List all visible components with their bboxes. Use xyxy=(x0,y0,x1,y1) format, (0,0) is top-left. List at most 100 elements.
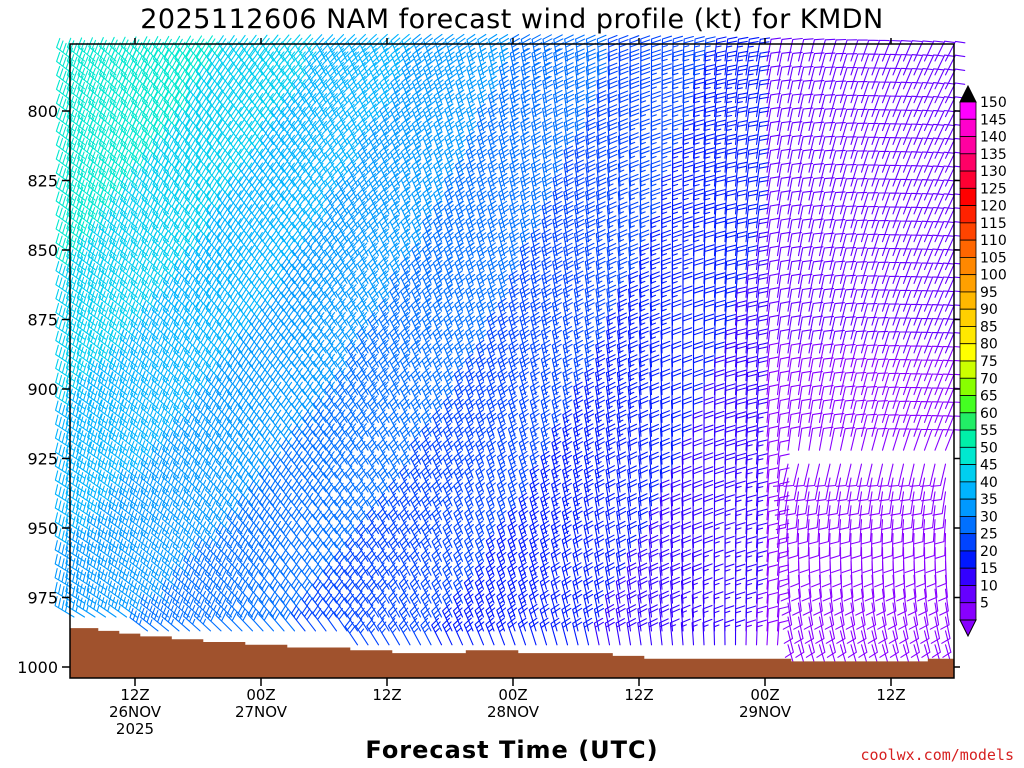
wind-barb xyxy=(745,231,759,257)
wind-barb xyxy=(881,123,901,145)
wind-barb xyxy=(787,370,802,396)
wind-barb xyxy=(541,242,553,271)
wind-barb xyxy=(98,106,117,132)
wind-barb xyxy=(151,482,170,507)
wind-barb xyxy=(776,398,791,423)
wind-barb xyxy=(659,548,670,576)
wind-barb xyxy=(465,214,477,243)
wind-barb xyxy=(766,217,781,243)
wind-barb xyxy=(366,520,380,549)
wind-barb xyxy=(248,355,264,382)
wind-barb xyxy=(776,245,791,271)
wind-barb xyxy=(531,48,543,76)
wind-barb xyxy=(573,353,584,382)
wind-barb xyxy=(857,477,873,502)
wind-barb xyxy=(671,77,683,104)
wind-barb xyxy=(444,117,456,145)
wind-barb xyxy=(163,175,180,201)
wind-barb xyxy=(259,299,275,326)
wind-barb xyxy=(388,520,401,549)
wind-barb xyxy=(594,451,605,479)
wind-barb xyxy=(88,93,107,118)
wind-barb xyxy=(649,396,660,423)
wind-barb xyxy=(650,49,662,76)
wind-barb xyxy=(237,313,254,340)
wind-barb xyxy=(594,520,605,549)
wind-barb xyxy=(217,104,233,132)
wind-barb xyxy=(161,593,180,618)
wind-barb xyxy=(280,479,296,507)
wind-barb xyxy=(585,201,596,229)
wind-barb xyxy=(650,160,661,187)
wind-barb xyxy=(881,261,900,284)
wind-barb xyxy=(75,567,96,590)
wind-barb xyxy=(724,313,736,340)
wind-barb xyxy=(518,409,529,437)
wind-barb xyxy=(455,103,467,132)
wind-barb xyxy=(269,424,285,451)
wind-barb xyxy=(388,451,401,479)
wind-barb xyxy=(238,104,254,132)
wind-barb xyxy=(931,477,947,502)
wind-barb xyxy=(573,437,584,465)
wind-barb xyxy=(671,118,683,145)
wind-barb xyxy=(98,246,117,271)
wind-barb xyxy=(573,423,584,451)
credit-text[interactable]: coolwx.com/models xyxy=(860,746,1014,764)
wind-barb xyxy=(561,603,572,632)
wind-barb xyxy=(606,270,617,298)
wind-barb xyxy=(172,467,191,493)
wind-barb xyxy=(530,270,542,298)
wind-barb xyxy=(572,576,583,604)
wind-barb xyxy=(607,48,618,76)
wind-barb xyxy=(692,49,705,76)
wind-barb xyxy=(465,256,477,284)
wind-barb xyxy=(661,132,672,159)
wind-barb xyxy=(367,353,380,382)
wind-barb xyxy=(829,80,847,104)
wind-barb xyxy=(755,175,770,201)
wind-barb xyxy=(787,301,802,326)
wind-barb xyxy=(607,90,618,118)
wind-barb xyxy=(539,534,551,562)
wind-barb xyxy=(86,595,107,618)
wind-barb xyxy=(850,94,868,118)
wind-barb xyxy=(766,592,779,618)
wind-barb xyxy=(119,273,138,298)
wind-barb xyxy=(561,506,572,535)
wind-barb xyxy=(65,316,86,340)
y-tick-label: 900 xyxy=(27,380,58,399)
wind-barb xyxy=(562,381,573,410)
wind-barb xyxy=(913,401,932,423)
wind-barb xyxy=(77,190,96,215)
wind-barb xyxy=(682,49,694,76)
wind-barb xyxy=(76,497,96,521)
wind-barb xyxy=(97,371,117,396)
wind-barb xyxy=(606,243,617,271)
wind-barb xyxy=(258,508,275,535)
wind-barb xyxy=(606,326,617,354)
wind-barb xyxy=(661,35,673,62)
wind-barb xyxy=(605,465,616,493)
wind-barb xyxy=(345,423,359,451)
wind-barb xyxy=(109,232,128,257)
wind-barb xyxy=(637,618,648,646)
wind-barb xyxy=(366,534,380,562)
wind-barb xyxy=(902,289,922,312)
wind-barb xyxy=(660,271,671,298)
wind-barb xyxy=(238,188,254,215)
wind-barb xyxy=(119,482,138,507)
wind-barb xyxy=(669,604,681,632)
wind-barb xyxy=(794,477,810,502)
wind-barb xyxy=(388,478,401,507)
wind-barb xyxy=(617,173,628,201)
wind-barb xyxy=(909,463,926,487)
colorbar: 1501451401351301251201151101051009590858… xyxy=(959,84,1007,638)
wind-barb xyxy=(334,562,348,590)
wind-barb xyxy=(357,186,371,215)
colorbar-cell xyxy=(959,118,977,137)
wind-barb xyxy=(594,506,605,535)
wind-barb xyxy=(734,341,747,368)
wind-barb xyxy=(97,552,117,576)
wind-barb xyxy=(356,451,369,479)
